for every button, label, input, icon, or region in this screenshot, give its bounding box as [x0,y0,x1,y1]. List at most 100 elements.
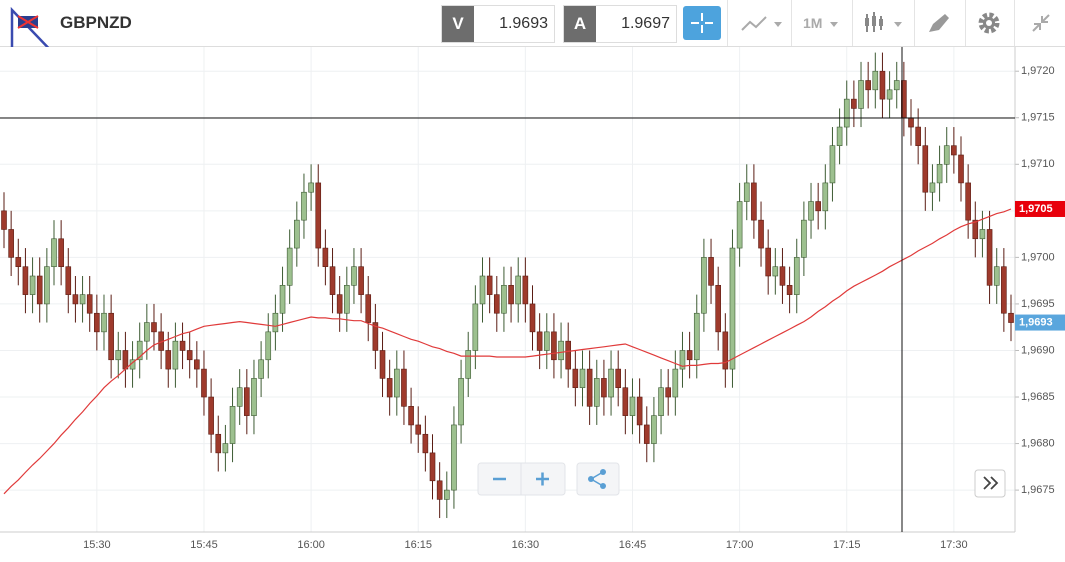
plot-background [0,47,1015,532]
candle-body [279,285,286,314]
price-marker [1015,314,1065,331]
candle-body [601,378,607,398]
candle-body [529,303,536,333]
draw-button[interactable] [926,11,952,35]
x-tick-label: 16:00 [297,539,325,551]
candle-body [36,275,43,305]
candle-body [286,247,293,286]
candle-body [893,80,900,91]
candle-body [215,433,222,454]
candle-body [829,145,836,184]
y-tick-label: 1,9690 [1021,344,1055,356]
candle-body [979,229,986,240]
candle-body [751,182,757,221]
candle-body [786,285,793,295]
timeframe-arrow [830,22,838,27]
candle-body [793,257,800,295]
collapse-button[interactable] [1029,11,1053,35]
y-tick-label: 1,9700 [1021,251,1055,263]
candle-body [729,247,736,370]
candle-body [315,182,322,249]
candle-body [836,126,843,146]
candle-body [229,406,236,444]
candle-body [722,331,729,370]
y-tick-label: 1,9685 [1021,391,1055,403]
candle-body [251,378,257,416]
candle-body [144,322,150,342]
candle-body [394,368,400,398]
candle-body [108,312,114,361]
candle-body [101,312,107,333]
candle-body [351,266,357,286]
candle-body [401,368,407,407]
candle-body [915,126,921,146]
candle-body [194,359,200,370]
bid-box[interactable]: V 1.9693 [441,5,555,43]
candle-body [86,294,93,314]
candle-body [186,350,193,361]
candle-body [743,182,750,202]
candle-body [851,98,857,109]
candle-body [958,154,964,184]
candle-body [151,322,157,333]
candle-body [736,201,743,249]
candle-body [865,80,871,91]
candle-body [843,98,850,128]
candle-body [365,294,372,323]
crosshair-button[interactable] [683,6,721,40]
candle-body [772,266,779,277]
ask-box[interactable]: A 1.9697 [563,5,677,43]
candle-body [15,257,22,267]
candle-body [429,452,436,482]
candle-body [908,117,914,128]
symbol[interactable]: GBPNZD [60,13,132,32]
candle-body [344,285,350,314]
candle-body [408,406,414,426]
candle-body [629,396,636,416]
candle-body [493,294,500,314]
timeframe[interactable]: 1M [803,15,823,31]
y-tick-label: 1,9715 [1021,112,1055,124]
candle-body [565,340,572,370]
candle-body [451,424,457,491]
candle-body [472,303,479,351]
candle-body [58,238,64,267]
candle-body [272,312,279,333]
candle-body [536,331,543,351]
candle-body [29,275,36,295]
chart-type-button[interactable] [740,14,784,34]
y-tick-label: 1,9675 [1021,484,1055,496]
price-marker-label: 1,9705 [1019,203,1053,215]
candle-body [165,350,172,370]
candle-body [765,247,771,277]
candle-body [322,247,329,267]
candle-body [1008,312,1014,323]
x-tick-label: 16:15 [404,539,432,551]
settings-button[interactable] [977,11,1001,35]
toolbar: GBPNZD V 1.9693 A 1.9697 1M [0,0,1065,60]
candle-body [801,219,807,258]
bid-label: V [442,6,474,42]
candle-body [51,238,57,267]
x-tick-label: 15:30 [83,539,111,551]
candle-body [579,368,586,389]
candle-body [379,350,386,379]
candle-body [572,368,579,389]
candle-body [636,396,643,426]
candle-body [972,219,979,240]
candle-body [65,266,72,295]
candle-body [486,275,493,295]
candle-body [208,396,214,435]
ask: 1.9697 [621,15,670,32]
candle-body [929,182,936,193]
moving-average [3,208,1012,495]
candle-body [686,350,693,361]
candle-type-button[interactable] [862,10,908,36]
candle-body [479,275,486,305]
candle-body [222,443,229,454]
candle-body [872,70,879,91]
candle-body [779,266,786,286]
candle-body [951,145,957,156]
candle-body [858,80,864,109]
